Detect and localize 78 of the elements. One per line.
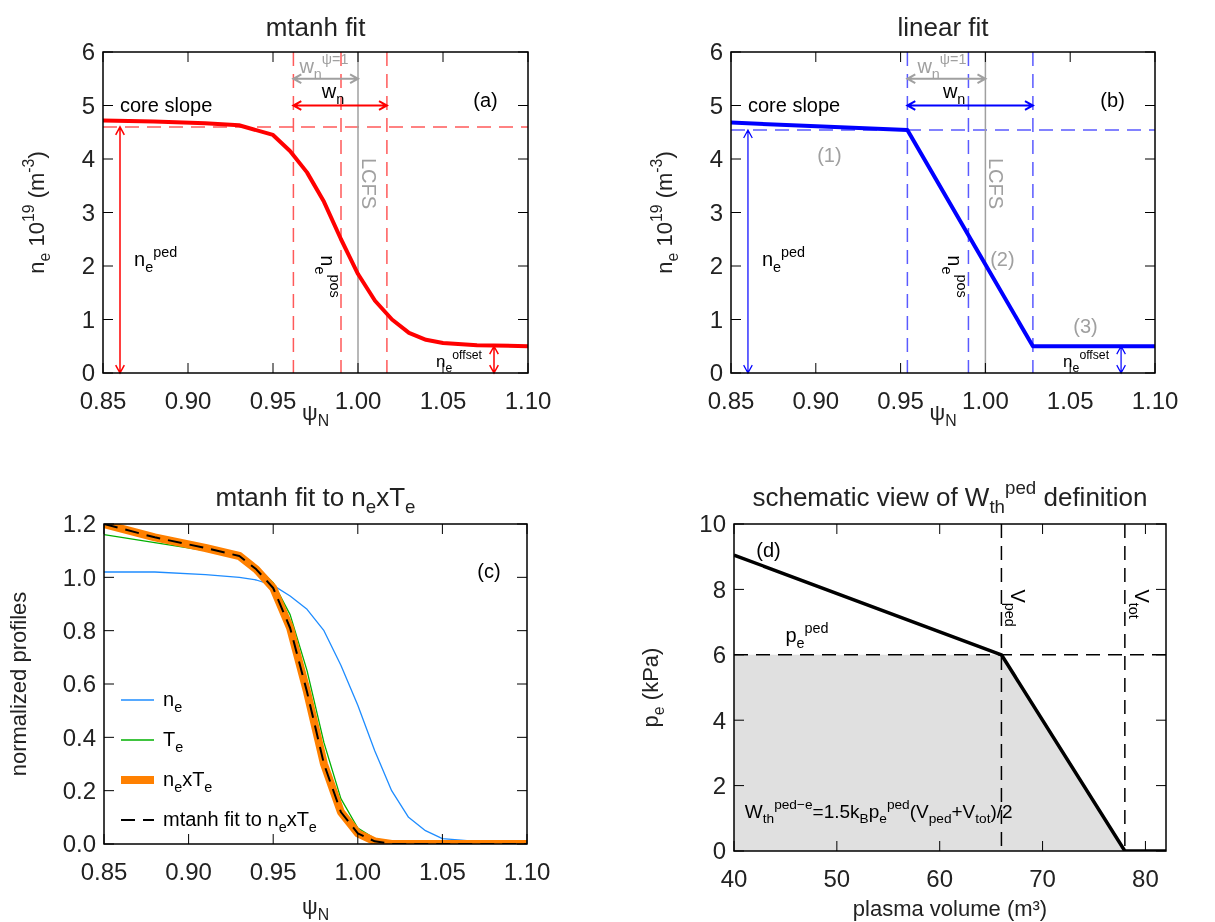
x-tick-label: 1.00	[334, 387, 382, 414]
y-tick-label: 0.4	[62, 723, 96, 751]
chart-title: linear fit	[897, 12, 990, 42]
x-tick-label: 0.95	[249, 387, 297, 414]
x-tick-label: 1.10	[1131, 387, 1179, 414]
y-tick-label: 0	[709, 359, 723, 387]
y-tick-label: 6	[81, 38, 95, 66]
x-tick-label: 60	[926, 865, 954, 892]
x-tick-label: 0.90	[164, 387, 212, 414]
x-tick-label: 1.05	[419, 387, 467, 414]
annotation: (3)	[1073, 314, 1098, 337]
x-axis-title: plasma volume (m³)	[852, 896, 1048, 921]
y-tick-label: 8	[712, 575, 726, 603]
line-series	[103, 118, 528, 349]
x-tick-label: 50	[823, 865, 851, 892]
y-tick-label: 6	[712, 641, 726, 669]
y-tick-label: 10	[699, 510, 726, 538]
ref-line-label: LCFS	[985, 157, 1008, 210]
x-tick-label: 1.10	[504, 387, 552, 414]
y-tick-label: 1.0	[62, 563, 96, 591]
x-tick-label: 0.85	[80, 858, 128, 885]
chart-title: schematic view of W$_{th}$$^{ped}$ definition	[752, 477, 1148, 518]
ref-line-label: LCFS	[358, 157, 380, 210]
y-tick-label: 0.6	[62, 670, 96, 698]
annotation: (a)	[473, 88, 498, 111]
y-tick-label: 1	[709, 305, 723, 333]
y-tick-label: 4	[712, 706, 726, 734]
x-tick-label: 70	[1029, 865, 1056, 892]
y-axis-title: normalized profiles	[6, 591, 31, 777]
y-tick-label: 2	[712, 772, 726, 799]
x-tick-label: 0.85	[79, 387, 127, 414]
y-tick-label: 5	[709, 91, 723, 119]
x-tick-label: 1.00	[334, 858, 382, 885]
annotation: w$_{n}$	[320, 79, 345, 107]
y-tick-label: 0	[81, 359, 95, 387]
y-tick-label: 0	[712, 837, 726, 865]
x-tick-label: 1.05	[419, 858, 466, 885]
y-tick-label: 3	[709, 198, 723, 226]
annotation: (b)	[1100, 88, 1125, 111]
annotation: (d)	[756, 538, 781, 561]
y-tick-label: 0.0	[62, 830, 96, 858]
x-axis-title: ψ$_{N}$	[301, 400, 330, 430]
annotation: w$_{n}$	[941, 79, 966, 107]
y-tick-label: 1	[81, 305, 95, 333]
annotation: core slope	[747, 94, 841, 117]
y-tick-label: 5	[81, 91, 95, 119]
annotation: core slope	[120, 94, 213, 117]
x-tick-label: 1.10	[503, 858, 551, 885]
annotation: (c)	[477, 560, 501, 583]
y-tick-label: 2	[709, 252, 723, 280]
legend-label: T$_{e}$	[163, 728, 184, 755]
y-tick-label: 0.8	[62, 617, 96, 645]
x-tick-label: 0.90	[792, 387, 840, 414]
x-tick-label: 0.85	[707, 387, 755, 414]
x-tick-label: 40	[720, 865, 748, 892]
annotation: (2)	[990, 248, 1015, 271]
y-tick-label: 4	[81, 145, 95, 173]
legend-label: mtanh fit to n$_{e}$xT$_{e}$	[163, 808, 317, 835]
x-axis-title: ψ$_{N}$	[929, 400, 957, 430]
x-tick-label: 0.95	[249, 858, 297, 885]
y-tick-label: 0.2	[62, 777, 96, 805]
x-tick-label: 80	[1132, 865, 1159, 892]
y-tick-label: 4	[709, 145, 723, 173]
x-tick-label: 1.05	[1046, 387, 1094, 414]
legend-label: n$_{e}$	[163, 688, 183, 715]
legend-label: n$_{e}$xT$_{e}$	[163, 768, 213, 795]
annotation: (1)	[817, 143, 842, 166]
y-tick-label: 6	[709, 38, 723, 66]
x-tick-label: 1.00	[962, 387, 1009, 414]
chart-title: mtanh fit	[265, 12, 367, 42]
x-tick-label: 0.90	[165, 858, 212, 885]
x-tick-label: 0.95	[877, 387, 924, 414]
y-tick-label: 2	[81, 252, 95, 280]
y-tick-label: 1.2	[62, 510, 96, 538]
y-tick-label: 3	[81, 198, 95, 226]
text: W$_{th}$$^{ped−e}$=1.5k$_{B}$p$_{e}$$^{ped}$(V$_{ped}$+V$_{tot}$)/2	[744, 797, 1013, 827]
chart-title: mtanh fit to n$_{e}$xT$_{e}$	[215, 482, 416, 518]
x-axis-title: ψ$_{N}$	[301, 894, 330, 922]
